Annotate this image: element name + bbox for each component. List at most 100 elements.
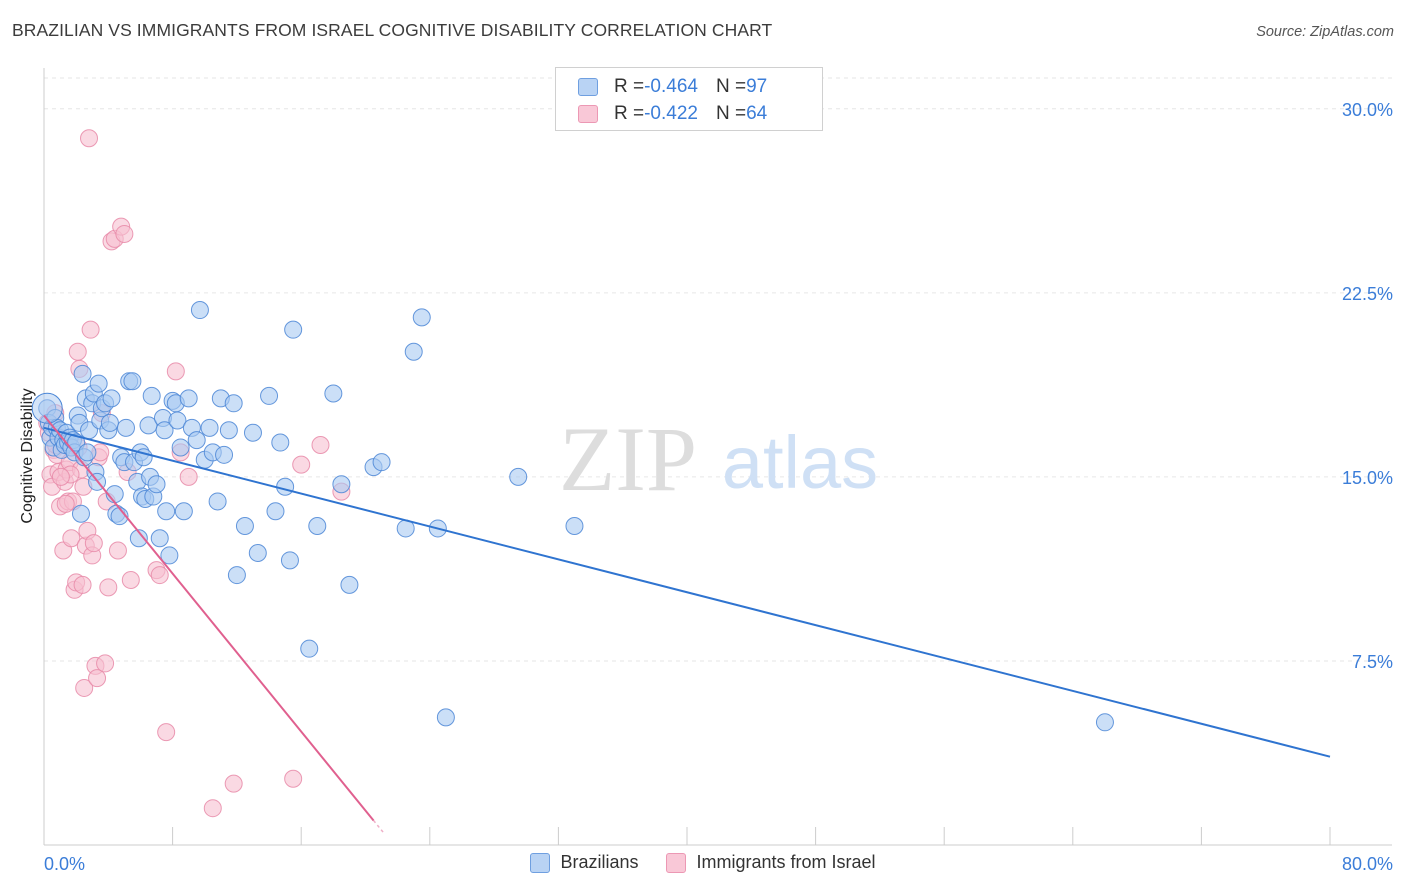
brazilians-point bbox=[215, 445, 234, 464]
x-tick-label-min: 0.0% bbox=[44, 854, 85, 874]
israel-point bbox=[68, 342, 87, 361]
brazilians-point bbox=[100, 413, 119, 432]
watermark: ZIP atlas bbox=[559, 408, 878, 510]
brazilians-point bbox=[190, 301, 209, 320]
legend-n-label: N = bbox=[715, 76, 747, 97]
legend-item-brazilians[interactable]: Brazilians bbox=[530, 852, 638, 873]
legend-swatch-pink bbox=[578, 105, 598, 123]
brazilians-point bbox=[436, 708, 455, 727]
axes bbox=[43, 68, 1392, 846]
legend-item-israel[interactable]: Immigrants from Israel bbox=[666, 852, 876, 873]
legend-n-value: 64 bbox=[746, 103, 768, 124]
brazilians-point bbox=[372, 453, 391, 472]
brazilians-point bbox=[248, 543, 267, 562]
y-tick-label: 30.0% bbox=[1342, 100, 1393, 120]
brazilians-point bbox=[565, 516, 584, 535]
legend-r-value: -0.464 bbox=[644, 76, 698, 97]
israel-point bbox=[84, 534, 103, 553]
brazilians-point bbox=[266, 502, 285, 521]
israel-point bbox=[311, 436, 330, 455]
israel-point bbox=[150, 566, 169, 585]
israel-point bbox=[88, 669, 107, 688]
legend-swatch-blue bbox=[530, 852, 551, 873]
legend-row-brazilians: R = -0.464 N = 97 bbox=[578, 74, 767, 100]
brazilians-point bbox=[208, 492, 227, 511]
brazilians-point bbox=[157, 502, 176, 521]
brazilians-point bbox=[168, 411, 187, 430]
brazilians-point bbox=[171, 438, 190, 457]
israel-point bbox=[203, 799, 222, 818]
brazilians-point bbox=[332, 475, 351, 494]
brazilians-point bbox=[509, 467, 528, 486]
brazilians-point bbox=[187, 431, 206, 450]
legend-label-israel: Immigrants from Israel bbox=[696, 852, 876, 872]
brazilians-point bbox=[412, 308, 431, 327]
israel-point bbox=[108, 541, 127, 560]
israel-trend-extension bbox=[372, 819, 386, 835]
trend-lines bbox=[43, 414, 1331, 835]
brazilians-point bbox=[147, 475, 166, 494]
brazilians-point bbox=[300, 639, 319, 658]
brazilians-point bbox=[150, 529, 169, 548]
israel-point bbox=[81, 320, 100, 339]
brazilians-point bbox=[260, 386, 279, 405]
brazilians-point bbox=[227, 566, 246, 585]
brazilians-point bbox=[404, 342, 423, 361]
brazilians-point bbox=[179, 389, 198, 408]
israel-point bbox=[157, 723, 176, 742]
brazilians-point bbox=[174, 502, 193, 521]
legend-r-label: R = bbox=[614, 76, 645, 97]
israel-point bbox=[292, 455, 311, 474]
brazilians-point bbox=[155, 421, 174, 440]
brazilians-point bbox=[324, 384, 343, 403]
legend-label-brazilians: Brazilians bbox=[560, 852, 639, 872]
legend-swatch-pink bbox=[666, 852, 687, 873]
x-tick-label-max: 80.0% bbox=[1342, 854, 1393, 874]
brazilians-point bbox=[219, 421, 238, 440]
watermark-zip: ZIP bbox=[559, 408, 697, 510]
watermark-atlas: atlas bbox=[722, 421, 878, 504]
legend-r-label: R = bbox=[614, 103, 645, 124]
brazilians-point bbox=[102, 389, 121, 408]
series-legend: Brazilians Immigrants from Israel bbox=[0, 852, 1406, 873]
brazilians-point bbox=[243, 423, 262, 442]
brazilians-point bbox=[129, 529, 148, 548]
israel-point bbox=[121, 570, 140, 589]
brazilians-point bbox=[200, 418, 219, 437]
brazilians-point bbox=[160, 546, 179, 565]
brazilians-point bbox=[284, 320, 303, 339]
source-label: Source: ZipAtlas.com bbox=[1256, 24, 1394, 40]
brazilians-point bbox=[89, 374, 108, 393]
legend-n-label: N = bbox=[715, 103, 747, 124]
israel-point bbox=[75, 678, 94, 697]
series-israel-points bbox=[38, 129, 351, 818]
grid-lines bbox=[44, 77, 1392, 662]
correlation-legend: R = -0.464 N = 97 R = -0.422 N = 64 bbox=[555, 67, 823, 131]
brazilians-point bbox=[308, 516, 327, 535]
brazilians-point bbox=[224, 394, 243, 413]
israel-point bbox=[73, 575, 92, 594]
israel-point bbox=[179, 467, 198, 486]
brazilians-point bbox=[71, 504, 90, 523]
israel-point bbox=[99, 578, 118, 597]
israel-trend-line bbox=[43, 414, 375, 822]
brazilians-point bbox=[116, 418, 135, 437]
israel-point bbox=[96, 654, 115, 673]
brazilians-point bbox=[142, 386, 161, 405]
brazilians-point bbox=[280, 551, 299, 570]
legend-swatch-blue bbox=[578, 78, 598, 96]
israel-point bbox=[56, 494, 75, 513]
brazilians-point bbox=[276, 477, 295, 496]
tick-labels: 7.5% 15.0% 22.5% 30.0% 0.0% 80.0% bbox=[44, 100, 1393, 874]
legend-row-israel: R = -0.422 N = 64 bbox=[578, 101, 767, 127]
y-tick-label: 22.5% bbox=[1342, 284, 1393, 304]
israel-point bbox=[62, 529, 81, 548]
israel-point bbox=[166, 362, 185, 381]
chart-title: BRAZILIAN VS IMMIGRANTS FROM ISRAEL COGN… bbox=[12, 20, 773, 40]
brazilians-point bbox=[139, 416, 158, 435]
israel-point bbox=[284, 769, 303, 788]
israel-point bbox=[80, 129, 99, 148]
legend-r-value: -0.422 bbox=[644, 103, 698, 124]
brazilians-point bbox=[78, 443, 97, 462]
